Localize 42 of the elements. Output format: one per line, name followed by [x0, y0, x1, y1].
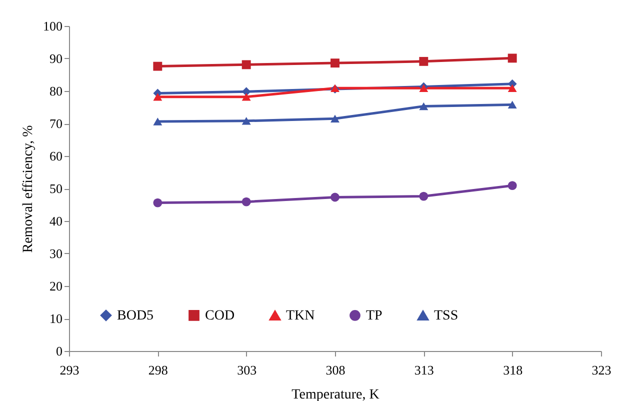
point [419, 102, 428, 110]
point [419, 192, 428, 201]
legend-label: BOD5 [117, 308, 154, 324]
point [153, 118, 162, 126]
point [419, 56, 428, 66]
x-tick-label: 313 [414, 362, 434, 378]
legend-label: COD [205, 308, 235, 324]
point [508, 84, 517, 92]
point [153, 62, 162, 71]
point [242, 92, 251, 101]
x-tick-label: 308 [326, 362, 346, 378]
y-tick-label: 10 [50, 311, 62, 326]
y-tick-label: 60 [50, 148, 62, 164]
point [330, 58, 340, 68]
y-tick-label: 90 [50, 51, 62, 66]
point [330, 192, 340, 202]
point [242, 117, 251, 125]
x-tick-label: 298 [148, 362, 168, 378]
y-tick-label: 30 [50, 246, 62, 261]
y-tick-label: 40 [50, 214, 62, 228]
legend-label: TKN [286, 308, 315, 324]
legend-label: TSS [434, 308, 458, 324]
x-tick-label: 303 [237, 362, 257, 378]
x-tick-label: 323 [592, 362, 612, 378]
point [153, 92, 162, 101]
point [153, 198, 162, 208]
point [508, 181, 517, 190]
x-tick-label: 293 [60, 362, 80, 378]
y-axis-title: Removal efficiency, % [21, 124, 36, 253]
y-tick-label: 100 [43, 18, 62, 34]
x-tick-label: 318 [503, 362, 523, 378]
point [508, 100, 517, 109]
y-tick-label: 70 [50, 116, 62, 131]
point [242, 60, 251, 70]
legend-label: TP [366, 308, 383, 324]
y-tick-label: 50 [50, 181, 62, 196]
y-tick-label: 20 [50, 278, 62, 294]
point [508, 54, 517, 63]
y-tick-label: 0 [56, 344, 62, 358]
y-tick-label: 80 [50, 84, 62, 98]
point [330, 114, 340, 122]
point [242, 197, 251, 206]
